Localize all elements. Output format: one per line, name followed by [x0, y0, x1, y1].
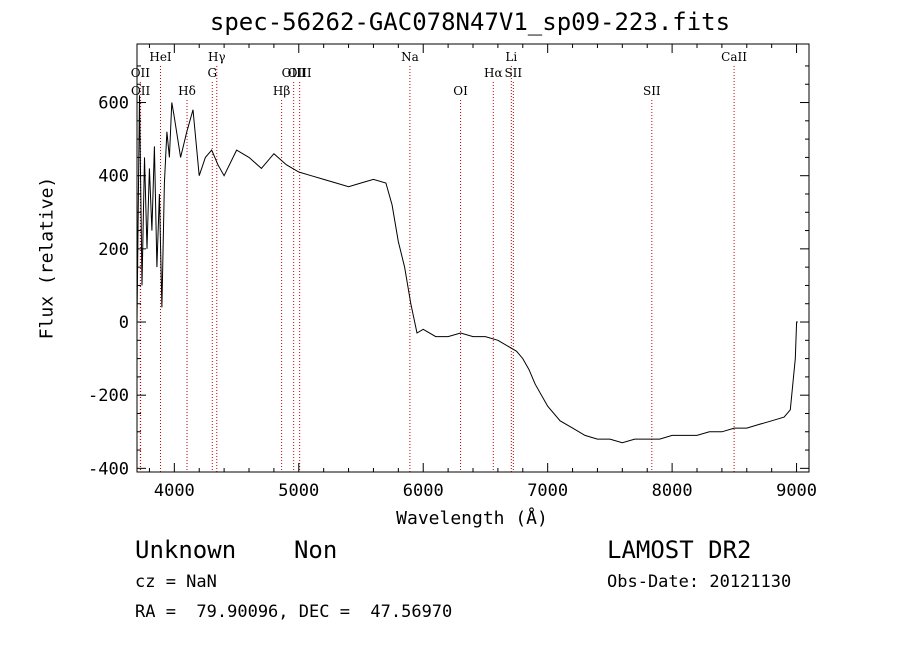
object-class: Unknown Non	[135, 536, 338, 564]
x-tick-label: 5000	[278, 481, 319, 501]
line-marker-label: OII	[131, 84, 151, 98]
x-tick-label: 4000	[154, 481, 195, 501]
coordinates-text: RA = 79.90096, DEC = 47.56970	[135, 602, 453, 622]
line-marker-label: Hα	[484, 66, 503, 80]
y-axis-label: Flux (relative)	[36, 176, 58, 340]
y-tick-label: -400	[88, 459, 129, 479]
line-marker-label: Hδ	[178, 84, 196, 98]
line-marker-label: OII	[131, 66, 151, 80]
line-marker-label: Hγ	[208, 50, 226, 64]
line-marker-label: SII	[643, 84, 661, 98]
plot-frame	[136, 43, 810, 473]
spectrum-line	[136, 95, 798, 444]
chart-title: spec-56262-GAC078N47V1_sp09-223.fits	[209, 8, 731, 36]
y-tick-label: 0	[119, 313, 129, 333]
x-tick-label: 9000	[776, 481, 817, 501]
line-marker-label: CaII	[721, 50, 747, 64]
x-tick-label: 7000	[527, 481, 568, 501]
y-tick-label: 200	[98, 240, 129, 260]
observation-date: Obs-Date: 20121130	[607, 572, 792, 592]
survey-name: LAMOST DR2	[607, 536, 752, 564]
line-marker-label: Hβ	[273, 84, 290, 98]
line-marker-label: Na	[401, 50, 419, 64]
line-marker-label: OIII	[282, 66, 306, 80]
line-marker-label: OI	[453, 84, 468, 98]
y-tick-label: -200	[88, 386, 129, 406]
x-axis-label: Wavelength (Å)	[396, 508, 548, 529]
line-marker-label: G	[207, 66, 217, 80]
line-marker-label: HeI	[149, 50, 172, 64]
y-tick-label: 400	[98, 167, 129, 187]
redshift-text: cz = NaN	[135, 572, 217, 592]
x-tick-label: 8000	[652, 481, 693, 501]
line-marker-label: SII	[504, 66, 522, 80]
x-tick-label: 6000	[403, 481, 444, 501]
line-marker-label: Li	[505, 50, 517, 64]
y-tick-label: 600	[98, 94, 129, 114]
line-marker-label: OIII	[288, 66, 312, 80]
